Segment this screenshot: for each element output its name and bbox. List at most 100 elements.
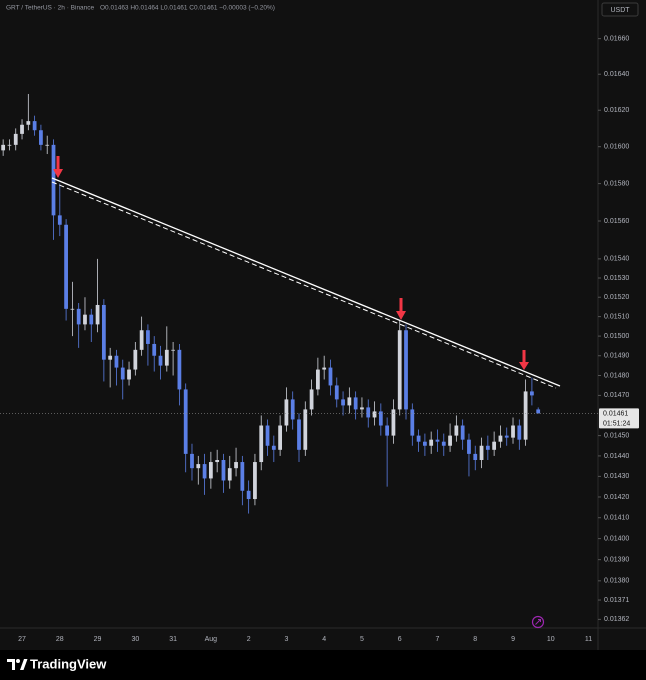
candle-body — [76, 308, 81, 325]
logo-mark — [20, 659, 28, 670]
candle-body — [240, 462, 245, 491]
y-tick-label: 0.01560 — [604, 218, 629, 225]
candle-body — [410, 409, 415, 436]
candle-body — [467, 439, 471, 454]
candle-body — [416, 435, 421, 442]
candle-body — [517, 425, 522, 440]
candle-body — [441, 441, 446, 446]
candle-body — [202, 464, 207, 479]
candle-body — [7, 144, 12, 146]
candle-body — [423, 441, 427, 446]
candle-body — [328, 367, 333, 386]
brand: TradingView — [30, 656, 107, 671]
brand-logo: TradingView — [7, 656, 107, 671]
candle-body — [530, 391, 534, 396]
candle-body — [101, 304, 106, 360]
candle-body — [347, 397, 352, 406]
symbol-info: GRT / TetherUS · 2h · Binance — [6, 5, 95, 12]
plot-area — [1, 93, 541, 514]
candle-body — [454, 425, 459, 436]
candle-body — [139, 330, 144, 350]
logo-mark — [16, 659, 20, 663]
candle-body — [177, 349, 182, 390]
candle-body — [378, 411, 383, 426]
x-tick-label: 7 — [436, 636, 440, 643]
candle-body — [120, 367, 125, 380]
candle-body — [70, 308, 75, 310]
candle-body — [64, 224, 68, 309]
y-tick-label: 0.01480 — [604, 372, 629, 379]
candle-body — [57, 215, 62, 225]
candle-body — [133, 349, 138, 370]
candle-body — [460, 425, 465, 440]
y-tick-label: 0.01500 — [604, 333, 629, 340]
y-tick-label: 0.01540 — [604, 256, 629, 263]
ohlc-info: O0.01463 H0.01464 L0.01461 C0.01461 −0.0… — [100, 5, 275, 12]
candle-body — [385, 425, 390, 436]
currency-box[interactable] — [601, 2, 639, 17]
candle-body — [190, 453, 194, 469]
y-tick-label: 0.01430 — [604, 473, 629, 480]
arrow-head — [519, 362, 529, 370]
candle-body — [259, 425, 264, 463]
candle-body — [234, 462, 238, 469]
candle-body — [83, 314, 87, 325]
candle-body — [492, 441, 497, 450]
arrow-shaft — [56, 156, 60, 170]
y-tick-label: 0.01380 — [604, 578, 629, 585]
candle-body — [290, 399, 295, 420]
y-tick-label: 0.01362 — [604, 616, 629, 623]
candle-body — [196, 464, 201, 469]
candle-body — [297, 419, 301, 450]
trendline-dashed — [51, 181, 557, 389]
last-price-label: 0.01461 — [603, 410, 628, 417]
y-tick-label: 0.01400 — [604, 535, 629, 542]
x-tick-label: 4 — [322, 636, 326, 643]
candle-body — [334, 385, 339, 400]
candle-body — [45, 144, 50, 146]
x-tick-label: 8 — [473, 636, 477, 643]
candle-body — [127, 369, 131, 380]
candle-body — [32, 121, 37, 131]
candle-body — [360, 407, 364, 410]
candle-body — [146, 330, 150, 344]
currency[interactable]: USDT — [610, 7, 630, 14]
arrow-shaft — [399, 298, 403, 312]
y-tick-label: 0.01440 — [604, 453, 629, 460]
arrow-head — [396, 311, 406, 320]
candle-body — [391, 409, 396, 436]
y-tick-label: 0.01620 — [604, 107, 629, 114]
replay-icon[interactable] — [531, 615, 545, 629]
candle-body — [39, 130, 43, 145]
candle-body — [404, 330, 408, 410]
candle-body — [448, 435, 452, 446]
y-tick-label: 0.01420 — [604, 494, 629, 501]
candle-body — [322, 367, 327, 370]
candle-body — [284, 399, 289, 426]
candle-body — [221, 460, 226, 481]
candle-body — [114, 355, 119, 368]
footer-background — [0, 650, 646, 680]
candle-body — [164, 349, 169, 366]
candle-body — [271, 445, 276, 450]
y-tick-label: 0.01520 — [604, 294, 629, 301]
candle-body — [536, 409, 541, 414]
y-tick-label: 0.01640 — [604, 71, 629, 78]
x-tick-label: 28 — [56, 636, 64, 643]
logo-mark — [7, 659, 15, 670]
y-tick-label: 0.01510 — [604, 313, 629, 320]
candle-body — [26, 121, 31, 125]
chart-background — [0, 0, 646, 650]
candle-body — [504, 435, 509, 438]
candle-body — [158, 355, 163, 366]
y-tick-label: 0.01530 — [604, 275, 629, 282]
candle-body — [511, 425, 515, 438]
y-tick-label: 0.01580 — [604, 180, 629, 187]
y-tick-label: 0.01450 — [604, 432, 629, 439]
candle-body — [315, 369, 320, 390]
trendlines — [51, 177, 561, 389]
candle-body — [208, 462, 213, 479]
candle-body — [473, 453, 478, 461]
y-tick-label: 0.01371 — [604, 597, 629, 604]
